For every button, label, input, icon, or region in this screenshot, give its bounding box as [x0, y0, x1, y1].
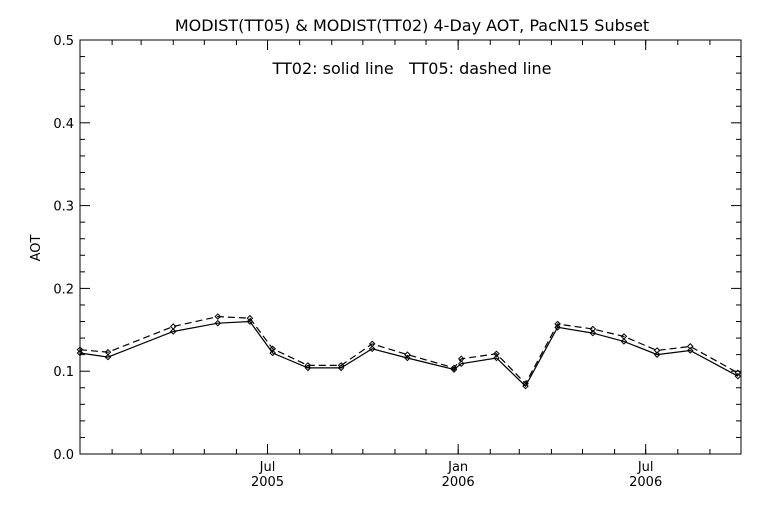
data-point-tt02 — [337, 364, 345, 372]
data-point-tt05 — [169, 323, 177, 330]
x-tick-month: Jul — [259, 460, 276, 475]
x-tick-month: Jul — [637, 460, 654, 475]
data-point-tt05 — [493, 350, 500, 358]
x-tick-month: Jan — [447, 460, 468, 475]
x-tick-year: 2005 — [251, 475, 284, 490]
series-group — [76, 313, 742, 390]
x-tick-year: 2006 — [629, 475, 662, 490]
data-point-tt02 — [404, 354, 411, 362]
data-point-tt02 — [304, 364, 312, 372]
data-point-tt05 — [653, 347, 661, 354]
chart-title: MODIST(TT05) & MODIST(TT02) 4-Day AOT, P… — [175, 16, 649, 35]
data-point-tt02 — [457, 360, 465, 368]
data-point-tt02 — [76, 349, 84, 357]
data-point-tt02 — [169, 328, 177, 335]
y-tick-label: 0.4 — [53, 117, 74, 132]
data-point-tt02 — [686, 347, 694, 354]
data-point-tt02 — [522, 382, 529, 390]
data-point-tt02 — [493, 354, 500, 362]
data-point-tt02 — [214, 319, 222, 327]
data-point-tt02 — [269, 349, 277, 357]
y-axis: 0.0 0.1 0.2 0.3 0.4 0.5 — [53, 34, 741, 463]
y-tick-label: 0.5 — [53, 34, 74, 49]
series-line-tt02 — [79, 320, 739, 388]
data-point-tt05 — [368, 340, 376, 348]
data-point-tt05 — [620, 333, 628, 340]
data-point-tt05 — [589, 325, 597, 333]
x-tick-year: 2006 — [442, 475, 475, 490]
series-line-tt05 — [79, 315, 739, 385]
chart-annotation: TT02: solid line TT05: dashed line — [272, 59, 552, 78]
data-point-tt05 — [450, 364, 458, 372]
data-point-tt05 — [337, 362, 345, 369]
y-tick-label: 0.0 — [53, 448, 74, 463]
data-point-tt05 — [404, 351, 411, 358]
data-point-tt02 — [734, 372, 742, 380]
data-point-tt05 — [76, 346, 84, 353]
data-point-tt05 — [304, 362, 312, 369]
data-point-tt02 — [368, 345, 376, 353]
data-point-tt05 — [686, 343, 694, 350]
data-point-tt05 — [246, 314, 254, 322]
data-point-tt02 — [589, 329, 597, 337]
data-point-tt05 — [457, 355, 465, 363]
data-point-tt05 — [734, 369, 742, 377]
data-point-tt05 — [214, 313, 222, 320]
y-tick-label: 0.2 — [53, 282, 74, 297]
data-point-tt05 — [554, 320, 561, 328]
data-point-tt05 — [269, 345, 277, 353]
data-point-tt02 — [620, 338, 628, 345]
data-point-tt02 — [653, 351, 661, 358]
plot-frame — [79, 39, 742, 455]
y-axis-label: AOT — [29, 235, 44, 262]
y-tick-label: 0.1 — [53, 365, 74, 380]
data-point-tt05 — [522, 380, 529, 387]
data-point-tt05 — [104, 348, 112, 356]
y-tick-label: 0.3 — [53, 200, 74, 215]
data-point-tt02 — [104, 353, 112, 361]
